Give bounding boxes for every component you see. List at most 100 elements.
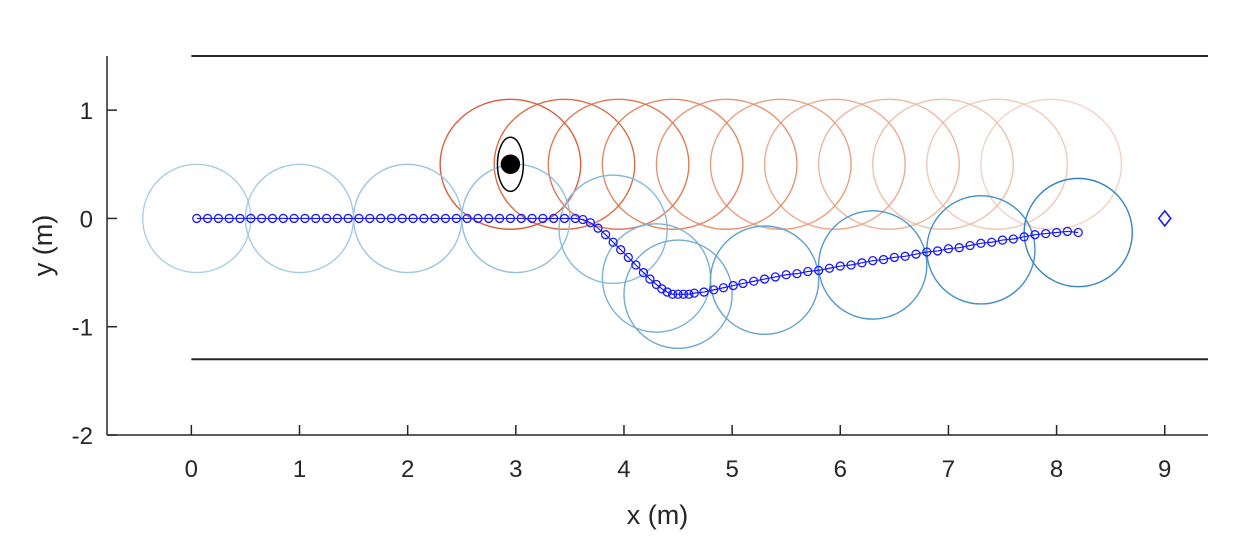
obstacle-prediction-ellipse bbox=[872, 98, 1015, 230]
trajectory-point bbox=[224, 213, 234, 224]
x-tick-label: 4 bbox=[617, 456, 630, 483]
trajectory-point bbox=[300, 213, 310, 224]
trajectory-point bbox=[673, 289, 683, 299]
trajectory-point bbox=[549, 213, 559, 224]
trajectory-point bbox=[408, 213, 418, 224]
x-tick-label: 5 bbox=[725, 456, 738, 483]
trajectory-point bbox=[578, 214, 588, 225]
x-axis-title: x (m) bbox=[627, 500, 688, 530]
trajectory-point bbox=[857, 258, 867, 268]
y-tick-label: 0 bbox=[80, 206, 93, 233]
x-tick-label: 3 bbox=[509, 456, 522, 483]
trajectory-point bbox=[645, 274, 655, 284]
trajectory-point bbox=[321, 213, 332, 224]
trajectory-point bbox=[1019, 232, 1029, 242]
trajectory-point bbox=[202, 213, 213, 224]
trajectory-point bbox=[246, 213, 256, 224]
obstacle-prediction-ellipse bbox=[817, 98, 960, 230]
trajectory-point bbox=[516, 213, 526, 224]
y-tick-label: 1 bbox=[80, 98, 93, 125]
x-tick-label: 6 bbox=[834, 456, 847, 483]
trajectory-point bbox=[932, 246, 943, 256]
trajectory-point bbox=[235, 213, 245, 224]
obstacle-ellipse bbox=[496, 136, 525, 193]
trajectory-point bbox=[289, 213, 299, 224]
trajectory-point bbox=[451, 213, 461, 224]
trajectory-point bbox=[900, 251, 910, 261]
trajectory-point bbox=[749, 276, 759, 286]
trajectory-point bbox=[699, 287, 709, 297]
obstacle-prediction-ellipse bbox=[655, 98, 798, 230]
ego-footprint-circle bbox=[926, 194, 1036, 305]
trajectory-point bbox=[792, 269, 802, 279]
x-tick-label: 1 bbox=[293, 456, 306, 483]
obstacle-marker bbox=[500, 154, 521, 175]
y-axis-title: y (m) bbox=[28, 215, 58, 276]
trajectory-point bbox=[494, 213, 505, 224]
trajectory-point bbox=[419, 213, 429, 224]
obstacle-prediction-ellipse bbox=[547, 98, 690, 230]
obstacle-prediction-ellipse bbox=[439, 98, 582, 230]
trajectory-point bbox=[430, 213, 440, 224]
trajectory-point bbox=[440, 213, 451, 224]
y-ticks: -2 -1 0 1 bbox=[72, 98, 117, 450]
trajectory-point bbox=[1073, 227, 1083, 238]
x-tick-label: 9 bbox=[1158, 456, 1171, 483]
obstacle-prediction-ellipse bbox=[763, 98, 906, 230]
x-tick-label: 2 bbox=[401, 456, 414, 483]
y-tick-label: -1 bbox=[72, 315, 93, 342]
trajectory-point bbox=[267, 213, 278, 224]
trajectory-point bbox=[678, 289, 689, 299]
trajectory-point bbox=[278, 213, 288, 224]
trajectory-point bbox=[684, 289, 694, 299]
trajectory-point bbox=[616, 245, 626, 255]
obstacle-prediction-ellipse bbox=[709, 98, 852, 230]
trajectory-point bbox=[878, 254, 889, 265]
goal bbox=[1157, 209, 1172, 228]
trajectory-point bbox=[343, 213, 353, 224]
x-tick-label: 0 bbox=[185, 456, 198, 483]
trajectory-point bbox=[1041, 228, 1051, 239]
ego-footprint-circle bbox=[558, 174, 668, 285]
obstacle-predictions bbox=[439, 98, 1123, 230]
obstacle-prediction-ellipse bbox=[926, 98, 1069, 230]
trajectory-point bbox=[709, 285, 719, 295]
trajectory-point bbox=[922, 247, 932, 257]
trajectory-point bbox=[192, 213, 202, 224]
trajectory-point bbox=[623, 252, 633, 263]
trajectory-point bbox=[608, 237, 618, 247]
road-boundaries bbox=[191, 55, 1208, 361]
trajectory-point bbox=[954, 243, 964, 253]
trajectory-point bbox=[600, 230, 611, 240]
trajectory-point bbox=[332, 213, 343, 224]
trajectory-point bbox=[527, 213, 537, 224]
trajectory-point bbox=[835, 261, 845, 271]
trajectory-point bbox=[1030, 230, 1040, 240]
trajectory-point bbox=[997, 235, 1008, 245]
trajectory-point bbox=[311, 213, 321, 224]
trajectory-point bbox=[846, 260, 856, 270]
trajectory-point bbox=[889, 252, 900, 263]
obstacle-prediction-ellipse bbox=[493, 98, 636, 230]
y-tick-label: -2 bbox=[72, 423, 93, 450]
trajectory-point bbox=[759, 274, 770, 284]
ego-footprint-circle bbox=[601, 223, 712, 333]
trajectory-point bbox=[976, 238, 986, 248]
goal-marker bbox=[1157, 209, 1172, 228]
trajectory-point bbox=[824, 263, 835, 273]
trajectory-point bbox=[593, 223, 603, 233]
trajectory-point bbox=[538, 213, 548, 224]
trajectory-point bbox=[813, 265, 824, 276]
trajectory-point bbox=[738, 278, 748, 289]
trajectory-point bbox=[473, 213, 483, 224]
trajectory-point bbox=[1008, 234, 1018, 244]
trajectory-point bbox=[770, 272, 781, 282]
trajectory-point bbox=[728, 280, 738, 291]
obstacle-prediction-ellipse bbox=[601, 98, 744, 230]
trajectory-point bbox=[1062, 226, 1073, 237]
trajectory-point bbox=[638, 267, 649, 278]
x-ticks: 0 1 2 3 4 5 6 7 8 9 bbox=[185, 425, 1171, 483]
obstacle-prediction-ellipse bbox=[980, 98, 1123, 230]
x-tick-label: 8 bbox=[1050, 456, 1063, 483]
